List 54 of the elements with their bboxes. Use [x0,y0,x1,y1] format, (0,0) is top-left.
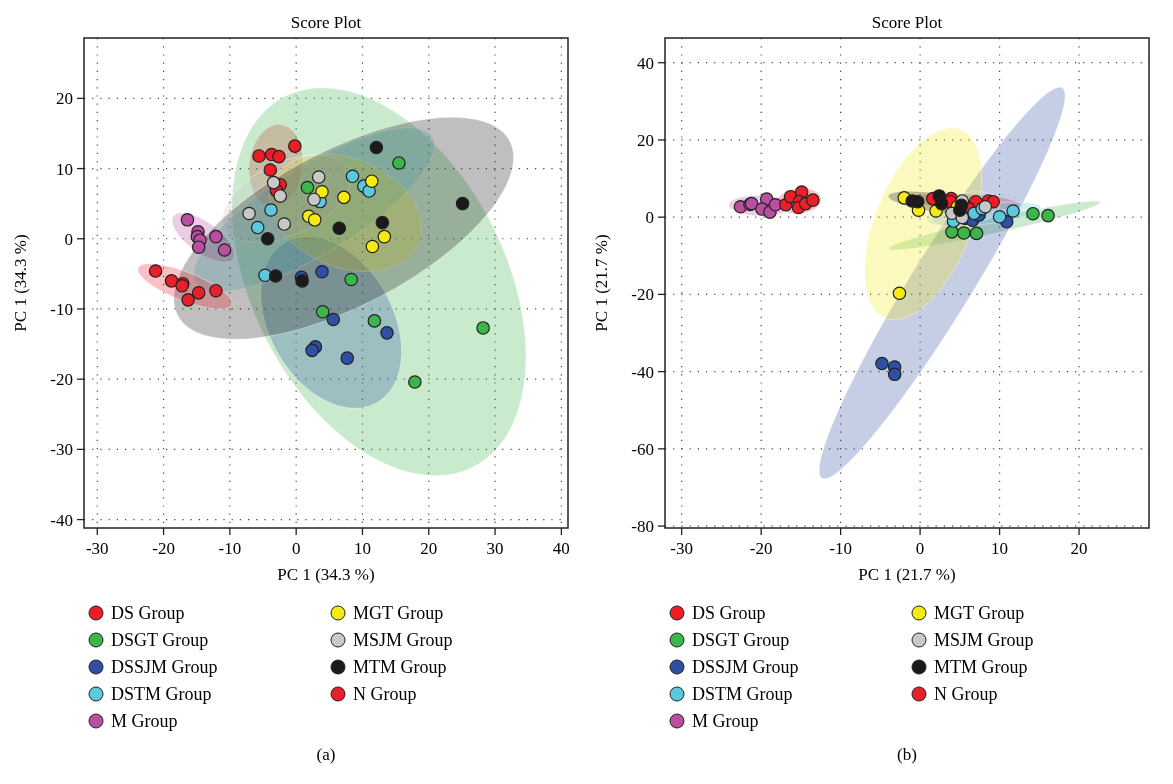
y-tick-label: -60 [631,439,654,459]
legend-label: DSGT Group [692,630,790,651]
x-tick-label: -30 [670,539,694,558]
y-tick-label: -20 [631,285,654,305]
y-tick-label: -30 [50,440,73,460]
chart-title: Score Plot [871,13,943,32]
y-tick-label: -40 [50,510,73,530]
legend-label: MTM Group [353,657,447,678]
x-tick-label: 30 [486,539,504,558]
x-tick-label: 10 [353,539,371,558]
legend-label: MGT Group [353,603,444,624]
y-tick-label: 10 [56,159,73,179]
legend-label: MTM Group [934,657,1028,678]
x-tick-label: 40 [552,539,570,558]
x-tick-label: -30 [85,539,109,558]
x-tick-label: 0 [291,539,301,558]
x-tick-label: -10 [218,539,242,558]
legend-label: M Group [111,711,178,732]
x-axis-title: PC 1 (21.7 %) [858,565,956,584]
x-tick-label: 0 [915,539,925,558]
y-axis-title: PC 1 (21.7 %) [592,234,611,332]
x-tick-label: 10 [991,539,1009,558]
legend-label: DSSJM Group [692,657,799,678]
x-tick-label: 20 [1070,539,1088,558]
text: (a) [316,745,336,764]
y-tick-label: 0 [64,229,73,249]
chart-title: Score Plot [290,13,362,32]
legend-label: M Group [692,711,759,732]
x-axis-title: PC 1 (34.3 %) [277,565,375,584]
legend-label: MGT Group [934,603,1025,624]
text: (b) [897,745,917,764]
legend-label: DSTM Group [111,684,212,705]
x-tick-label: -20 [749,539,773,558]
x-tick-label: -10 [829,539,852,558]
legend-label: MSJM Group [353,630,453,651]
x-tick-label: -20 [152,539,175,558]
y-tick-label: -10 [50,299,73,319]
y-tick-label: 20 [56,89,73,109]
legend-label: MSJM Group [934,630,1034,651]
legend-label: DSTM Group [692,684,793,705]
legend-label: N Group [934,684,998,705]
y-tick-label: 20 [637,130,654,150]
y-tick-label: 40 [637,53,654,73]
x-tick-label: 20 [420,539,438,558]
y-tick-label: -20 [50,370,73,390]
legend-label: DS Group [692,603,766,624]
y-axis-title: PC 1 (34.3 %) [11,234,30,332]
y-tick-label: 0 [645,208,654,228]
legend-label: N Group [353,684,417,705]
y-tick-label: -80 [631,517,654,537]
legend-label: DSSJM Group [111,657,218,678]
y-tick-label: -40 [631,362,654,382]
legend-label: DS Group [111,603,185,624]
legend-label: DSGT Group [111,630,209,651]
